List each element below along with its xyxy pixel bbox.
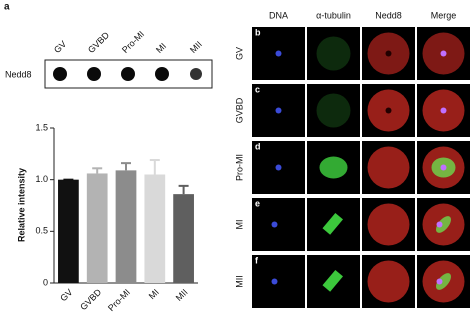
nucleus	[385, 107, 392, 114]
row-label: GV	[234, 47, 244, 60]
micrograph	[252, 198, 305, 251]
blot-spot	[190, 68, 202, 80]
panel-letter: b	[255, 27, 261, 37]
row-label: GVBD	[234, 97, 244, 123]
chromatin	[440, 107, 447, 114]
column-header: DNA	[269, 10, 288, 20]
micrograph	[252, 255, 305, 308]
bar	[58, 179, 79, 283]
panel-letter: d	[255, 141, 261, 151]
x-tick-label: MI	[147, 287, 161, 301]
chromatin	[275, 164, 282, 171]
spindle-overlay	[436, 216, 451, 233]
bar	[173, 194, 194, 283]
spindle-overlay	[436, 273, 451, 290]
y-tick-label: 1.0	[35, 174, 48, 184]
spindle	[319, 156, 348, 179]
x-tick-label: Pro-MI	[106, 287, 132, 313]
oocyte	[367, 146, 410, 189]
spindle	[322, 212, 343, 235]
blot-lane-label: MII	[188, 39, 204, 55]
x-tick-label: GV	[58, 287, 74, 303]
blot-lane-label: Pro-MI	[120, 29, 146, 55]
chromatin	[275, 107, 282, 114]
y-tick-label: 0	[43, 277, 48, 287]
oocyte	[367, 203, 410, 246]
bar	[144, 174, 166, 283]
blot-lane-label: GVBD	[86, 30, 111, 55]
bar	[115, 170, 137, 283]
nucleus	[385, 50, 392, 57]
y-tick-label: 1.5	[35, 122, 48, 132]
column-header: Merge	[431, 10, 457, 20]
column-header: α-tubulin	[316, 10, 351, 20]
chromatin	[436, 278, 443, 285]
row-label: Pro-MI	[234, 154, 244, 181]
x-tick-label: MII	[174, 287, 190, 303]
panel-letter: e	[255, 198, 260, 208]
chromatin	[436, 221, 443, 228]
row-label: MII	[234, 275, 244, 288]
blot-spot	[53, 67, 67, 81]
x-tick-label: GVBD	[78, 287, 103, 312]
chromatin	[275, 50, 282, 57]
bar	[86, 173, 108, 283]
blot-row-label: Nedd8	[5, 69, 32, 79]
cytoplasm	[316, 36, 351, 71]
panel-letter: f	[255, 255, 259, 265]
blot-spot	[121, 67, 135, 81]
column-header: Nedd8	[375, 10, 402, 20]
spindle	[322, 269, 343, 292]
oocyte	[367, 260, 410, 303]
chromatin	[271, 221, 278, 228]
blot-lane-label: GV	[52, 39, 68, 55]
row-label: MI	[234, 220, 244, 230]
blot-lane-label: MI	[154, 41, 168, 55]
chromatin	[440, 164, 447, 171]
y-axis-label: Relative intensity	[16, 168, 26, 242]
chromatin	[440, 50, 447, 57]
panel-label: a	[4, 2, 10, 13]
blot-spot	[155, 67, 169, 81]
panel-letter: c	[255, 84, 260, 94]
y-tick-label: 0.5	[35, 226, 48, 236]
chromatin	[271, 278, 278, 285]
blot-spot	[87, 67, 101, 81]
cytoplasm	[316, 93, 351, 128]
